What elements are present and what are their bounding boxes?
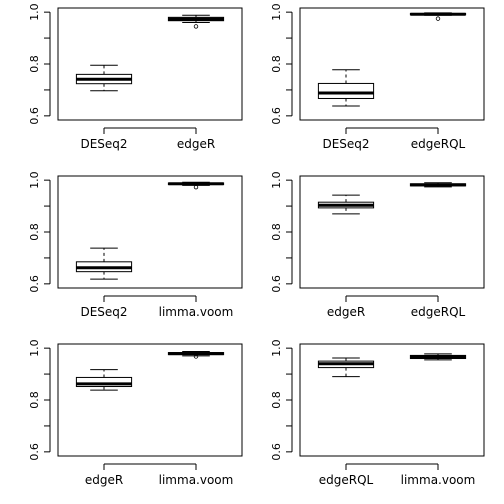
box-edgeRQL — [409, 182, 467, 188]
panel-4: 0.6 0.8 1.0 edgeR edgeRQL — [270, 171, 485, 319]
box-body — [75, 376, 133, 388]
x-tick-label: DESeq2 — [322, 137, 369, 151]
x-tick-label: DESeq2 — [80, 137, 127, 151]
y-tick-label: 0.8 — [270, 391, 283, 409]
box-edgeR — [317, 194, 375, 215]
y-tick-label: 1.0 — [270, 339, 283, 357]
y-tick-label: 1.0 — [28, 3, 41, 21]
panel-3: 0.6 0.8 1.0 DESeq2 limma.voom — [28, 171, 243, 319]
x-tick-label: DESeq2 — [80, 305, 127, 319]
outlier-point — [435, 16, 441, 21]
panel-1: 0.6 0.8 1.0 DESeq2 edgeR — [28, 3, 243, 151]
panel-6: 0.6 0.8 1.0 edgeRQL limma.voom — [270, 339, 485, 487]
outlier-point — [193, 24, 199, 29]
y-tick-label: 0.8 — [28, 223, 41, 241]
x-tick-label: edgeRQL — [411, 137, 466, 151]
x-tick-label: edgeR — [85, 473, 123, 487]
x-tick-label: limma.voom — [159, 305, 234, 319]
box-edgeR — [167, 14, 225, 29]
panel-2: 0.6 0.8 1.0 DESeq2 edgeRQL — [270, 3, 485, 151]
y-tick-label: 0.8 — [270, 223, 283, 241]
outlier-point — [193, 184, 199, 190]
y-tick-label: 0.8 — [270, 55, 283, 73]
box-DESeq2 — [75, 64, 133, 92]
x-tick-label: edgeR — [177, 137, 215, 151]
outlier-point — [193, 354, 199, 359]
x-tick-label: edgeRQL — [319, 473, 374, 487]
box-edgeR — [75, 369, 133, 391]
y-tick-label: 0.6 — [270, 107, 283, 125]
y-tick-label: 0.6 — [270, 275, 283, 293]
y-tick-label: 1.0 — [270, 171, 283, 189]
y-tick-label: 0.8 — [28, 55, 41, 73]
x-tick-label: limma.voom — [159, 473, 234, 487]
plot-frame — [299, 343, 485, 457]
plot-frame — [299, 175, 485, 289]
y-tick-label: 0.6 — [28, 275, 41, 293]
y-tick-label: 1.0 — [270, 3, 283, 21]
box-limma.voom — [167, 351, 225, 359]
box-edgeRQL — [409, 12, 467, 21]
box-body — [317, 82, 375, 99]
y-tick-label: 0.6 — [270, 443, 283, 461]
y-tick-label: 1.0 — [28, 171, 41, 189]
box-limma.voom — [167, 181, 225, 190]
y-tick-label: 0.8 — [28, 391, 41, 409]
x-tick-label: edgeR — [327, 305, 365, 319]
box-DESeq2 — [75, 247, 133, 280]
x-tick-label: edgeRQL — [411, 305, 466, 319]
box-edgeRQL — [317, 357, 375, 378]
box-limma.voom — [409, 353, 467, 361]
plot-frame — [57, 175, 243, 289]
x-tick-label: limma.voom — [401, 473, 476, 487]
box-DESeq2 — [317, 69, 375, 107]
y-tick-label: 1.0 — [28, 339, 41, 357]
panel-5: 0.6 0.8 1.0 edgeR limma.voom — [28, 339, 243, 487]
plot-frame — [57, 343, 243, 457]
plot-frame — [299, 7, 485, 121]
plot-frame — [57, 7, 243, 121]
y-tick-label: 0.6 — [28, 443, 41, 461]
y-tick-label: 0.6 — [28, 107, 41, 125]
